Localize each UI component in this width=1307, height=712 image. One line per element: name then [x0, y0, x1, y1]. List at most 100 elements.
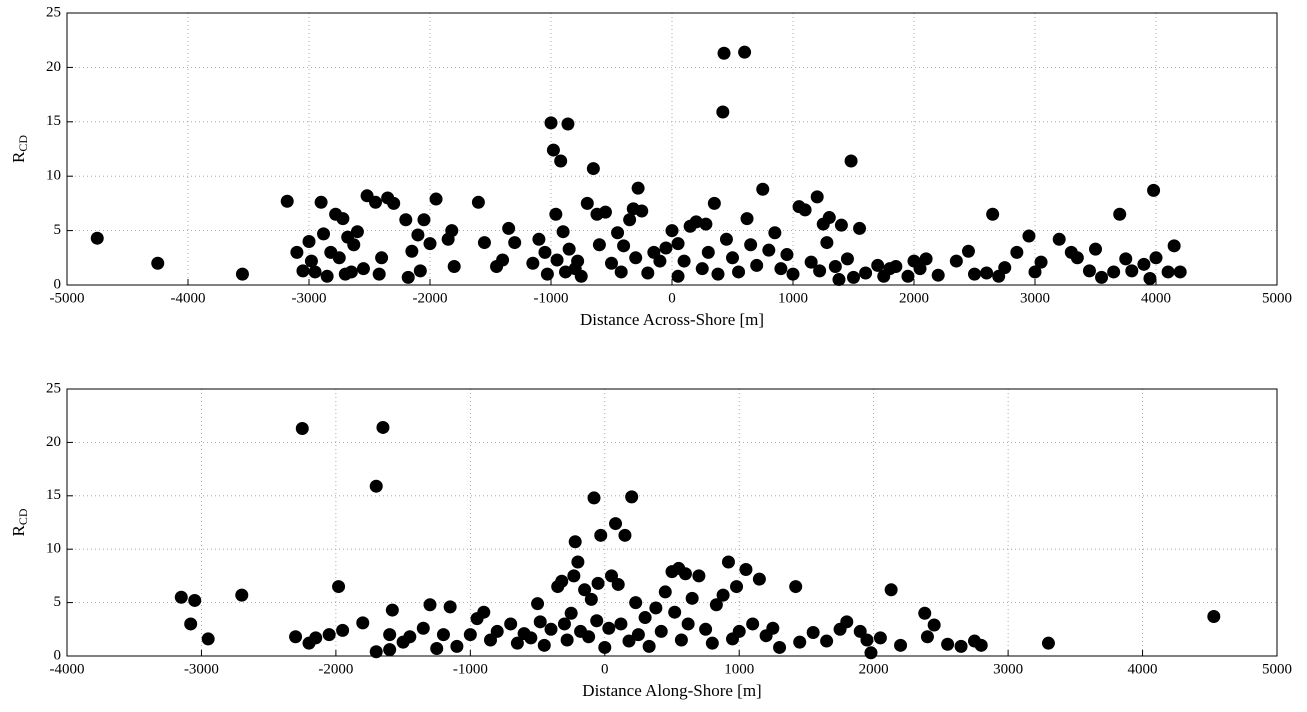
- point: [716, 588, 730, 602]
- point: [804, 255, 818, 269]
- point: [918, 606, 932, 620]
- point: [369, 479, 383, 493]
- x-tick-label: -3000: [184, 661, 219, 677]
- point: [556, 225, 570, 239]
- point: [582, 630, 596, 644]
- point: [540, 267, 554, 281]
- point: [1125, 264, 1139, 278]
- point: [894, 638, 908, 652]
- point: [336, 623, 350, 637]
- point: [429, 192, 443, 206]
- point: [1095, 270, 1109, 284]
- point: [1089, 242, 1102, 256]
- point: [290, 245, 304, 259]
- point: [332, 580, 346, 594]
- point: [726, 251, 739, 265]
- point: [740, 212, 754, 226]
- point: [295, 422, 309, 436]
- x-tick-label: -1000: [453, 661, 488, 677]
- point: [732, 265, 746, 279]
- x-tick-label: 0: [668, 290, 676, 306]
- point: [1113, 207, 1127, 221]
- point: [502, 221, 516, 235]
- point: [561, 117, 575, 131]
- y-tick-label: 10: [46, 541, 61, 557]
- point: [813, 264, 827, 278]
- point: [860, 633, 874, 647]
- y-tick-label: 5: [54, 222, 62, 238]
- point: [416, 621, 430, 635]
- plot: -4000 -3000 -2000 -1000 0 1000 2000 3000 4000 500…: [9, 380, 1292, 699]
- point: [919, 252, 933, 266]
- point: [504, 617, 518, 631]
- x-tick-label: -5000: [50, 290, 85, 306]
- point: [369, 645, 383, 659]
- point: [584, 592, 598, 606]
- point: [405, 244, 419, 258]
- point: [423, 237, 437, 251]
- point: [828, 260, 842, 274]
- point: [564, 606, 578, 620]
- point: [436, 628, 450, 642]
- x-tick-label: 0: [601, 661, 609, 677]
- point: [941, 637, 955, 651]
- point: [968, 267, 981, 281]
- point: [399, 213, 413, 227]
- point: [949, 254, 963, 268]
- x-tick-label: 1000: [724, 661, 754, 677]
- point: [671, 237, 685, 251]
- point: [609, 517, 623, 531]
- point: [1034, 255, 1048, 269]
- point: [611, 577, 625, 591]
- point: [631, 628, 645, 642]
- x-tick-label: -1000: [534, 290, 569, 306]
- x-tick-label: 4000: [1128, 661, 1158, 677]
- point: [344, 265, 358, 279]
- point: [864, 646, 878, 660]
- point: [322, 628, 336, 642]
- y-tick-label: 20: [46, 59, 61, 75]
- point: [678, 567, 692, 581]
- point: [810, 190, 824, 204]
- point: [768, 226, 782, 240]
- point: [413, 264, 427, 278]
- point: [913, 262, 927, 276]
- point: [347, 238, 361, 252]
- point: [383, 628, 397, 642]
- point: [369, 195, 383, 209]
- point: [618, 528, 632, 542]
- point: [629, 596, 643, 610]
- point: [614, 617, 628, 631]
- point: [571, 254, 585, 268]
- point: [638, 611, 652, 625]
- point: [302, 234, 316, 248]
- point: [780, 248, 794, 262]
- y-tick-label: 5: [54, 594, 62, 610]
- point: [685, 591, 699, 605]
- point: [375, 251, 389, 265]
- x-tick-label: -2000: [413, 290, 448, 306]
- point: [752, 572, 766, 586]
- y-tick-label: 25: [46, 4, 61, 20]
- point: [623, 213, 637, 227]
- point: [954, 639, 968, 653]
- point: [289, 630, 303, 644]
- point: [443, 600, 457, 614]
- point: [746, 617, 760, 631]
- point: [689, 215, 703, 229]
- point: [605, 256, 618, 270]
- axes-frame: [66, 12, 1278, 286]
- point: [847, 270, 860, 284]
- x-tick-label: 3000: [1020, 290, 1050, 306]
- point: [235, 588, 249, 602]
- point: [671, 269, 685, 283]
- point: [560, 633, 574, 647]
- point: [793, 635, 807, 649]
- point: [739, 562, 753, 576]
- point: [557, 617, 571, 631]
- x-tick-label: 5000: [1262, 290, 1292, 306]
- point: [580, 196, 594, 210]
- point: [1022, 229, 1036, 243]
- x-tick-label: 1000: [778, 290, 808, 306]
- x-axis-label: Distance Along-Shore [m]: [582, 681, 761, 700]
